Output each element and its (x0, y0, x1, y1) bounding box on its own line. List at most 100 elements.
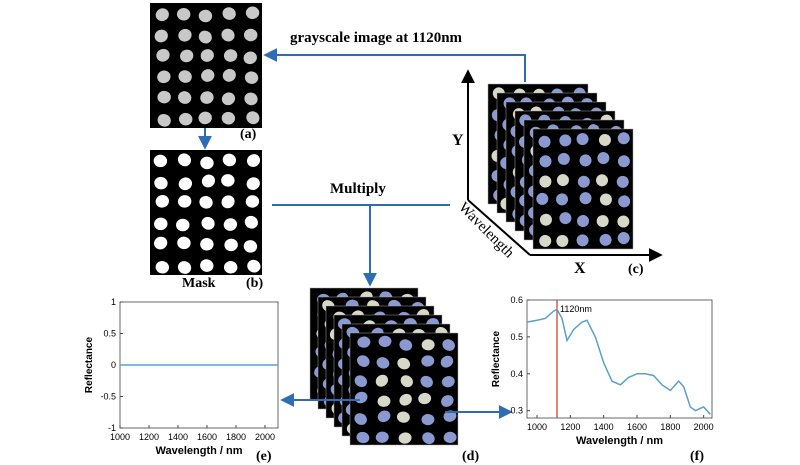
seed (243, 240, 258, 253)
seed (156, 48, 170, 62)
mask-label: Mask (182, 276, 216, 291)
y-tick-label: 0 (111, 360, 116, 370)
seed (375, 374, 389, 387)
x-tick-label: 1800 (660, 422, 680, 432)
x-axis-label: Wavelength / nm (576, 435, 663, 447)
x-tick-label: 1400 (594, 422, 614, 432)
seed (178, 112, 193, 126)
seed (200, 156, 214, 170)
seed (556, 193, 569, 206)
seed (618, 195, 631, 208)
seed (357, 336, 371, 348)
x-tick-label: 1400 (168, 432, 188, 442)
seed (155, 8, 169, 22)
seed (198, 111, 212, 125)
seed (377, 395, 391, 407)
seed (397, 357, 411, 370)
seed (201, 216, 215, 230)
x-tick-label: 1800 (226, 432, 246, 442)
seed (221, 111, 236, 125)
seed (176, 7, 191, 21)
seed (399, 339, 413, 351)
x-tick-label: 2000 (694, 422, 714, 432)
seed (422, 432, 435, 445)
seed (178, 70, 192, 83)
seed (155, 195, 169, 208)
seed (180, 49, 194, 63)
seed (200, 91, 214, 104)
seed (245, 6, 260, 20)
seed (576, 215, 589, 228)
seed (245, 195, 260, 208)
seed (354, 413, 367, 425)
seed (617, 155, 630, 168)
y-axis-label: Reflectance (84, 336, 95, 393)
seed (596, 174, 609, 187)
seed (443, 410, 457, 422)
x-tick-label: 1000 (110, 432, 130, 442)
y-tick-label: -0.5 (100, 392, 116, 402)
y-tick-label: 0.3 (510, 406, 523, 416)
seed (200, 259, 214, 272)
seed (223, 261, 238, 274)
seed (599, 193, 612, 206)
seed (154, 236, 168, 250)
seed (579, 192, 592, 205)
seed (200, 49, 214, 62)
seed (559, 134, 572, 147)
seed (177, 153, 192, 167)
x-axis-label: Wavelength / nm (156, 445, 243, 457)
seed (154, 217, 168, 231)
seed (599, 233, 612, 246)
marker-label: 1120nm (560, 304, 592, 314)
seed (421, 355, 435, 367)
axis-label: X (574, 260, 586, 277)
seed (556, 234, 569, 247)
panel-label: (c) (628, 262, 644, 277)
seed (539, 175, 552, 188)
seed (153, 154, 168, 168)
seed (177, 261, 192, 274)
seed (356, 431, 370, 444)
seed (400, 375, 413, 388)
seed (617, 232, 630, 245)
arrow-label: Multiply (330, 181, 386, 197)
seed (177, 195, 192, 208)
seed (223, 218, 238, 231)
images (150, 3, 634, 446)
seed (201, 69, 215, 82)
seed (579, 154, 592, 167)
seed (577, 175, 590, 188)
seed (617, 215, 630, 228)
seed (398, 432, 412, 444)
x-tick-label: 1600 (197, 432, 217, 442)
panel-label: (b) (246, 276, 263, 291)
seed (198, 9, 213, 23)
y-tick-label: 0.5 (103, 329, 116, 339)
axis-label: Y (452, 132, 464, 149)
charts: -1 -0.5 0 0.5 1 1000 1200 1400 1600 1800 2000 Wavel… (84, 295, 714, 457)
seed (376, 357, 390, 369)
seed (154, 176, 168, 190)
seed (224, 238, 238, 252)
seed (246, 111, 260, 125)
seed (557, 152, 570, 165)
seed (536, 192, 549, 205)
seed (222, 68, 236, 82)
seed (178, 91, 192, 104)
seed (244, 92, 258, 106)
y-axis-label: Reflectance (491, 330, 502, 387)
seed (443, 431, 457, 444)
x-tick-label: 1600 (627, 422, 647, 432)
seed (357, 355, 370, 367)
seed (556, 174, 569, 187)
seed (597, 152, 610, 165)
seed (201, 174, 215, 188)
seed (354, 375, 368, 388)
seed (223, 49, 238, 62)
seed (576, 234, 589, 247)
seed (157, 90, 171, 104)
x-tick-label: 2000 (255, 432, 275, 442)
arrow-label: grayscale image at 1120nm (290, 30, 463, 46)
seed (176, 218, 190, 232)
